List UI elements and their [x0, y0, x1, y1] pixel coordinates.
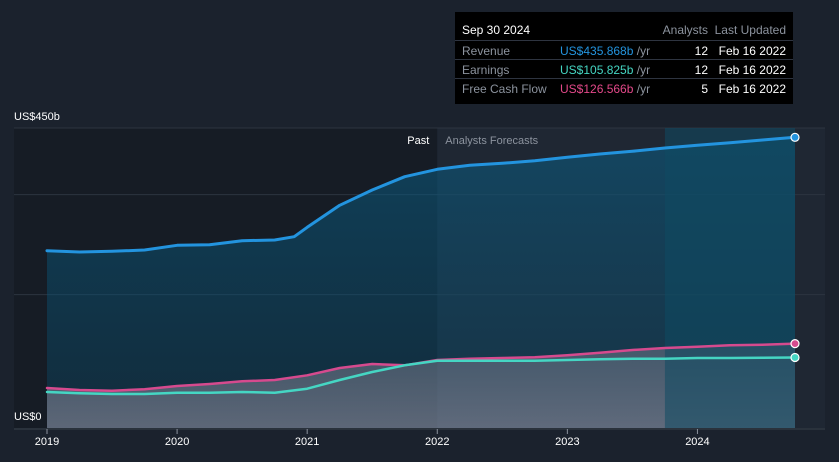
x-tick-label: 2022 [425, 436, 449, 448]
end-markers [790, 132, 800, 363]
tooltip-col-updated: Last Updated [714, 23, 786, 37]
tooltip-row-label: Free Cash Flow [462, 82, 547, 96]
tooltip-row-updated: Feb 16 2022 [718, 63, 786, 77]
area-fills [47, 137, 795, 429]
tooltip-row-label: Earnings [462, 63, 510, 77]
tooltip-date: Sep 30 2024 [462, 23, 531, 37]
tooltip-row-analysts: 12 [694, 63, 708, 77]
earnings-end-marker [790, 352, 800, 363]
x-tick-label: 2024 [685, 436, 709, 448]
tooltip-row-unit: /yr [636, 82, 651, 96]
revenue-line [45, 135, 797, 254]
free-cash-flow-end-marker [790, 339, 800, 349]
tooltip-row-unit: /yr [636, 44, 651, 58]
tooltip-row-fcf: Free Cash Flow US$126.566b /yr 5 Feb 16 … [455, 78, 793, 98]
tooltip-row-value: US$105.825b [560, 63, 634, 77]
cashflow-area [47, 343, 795, 428]
tooltip-row-analysts: 12 [694, 44, 708, 58]
y-axis-bottom-label: US$0 [14, 411, 42, 423]
tooltip-col-analysts: Analysts [662, 23, 708, 37]
tooltip-row-value: US$435.868b [560, 44, 634, 58]
tooltip-row-revenue: Revenue US$435.868b /yr 12 Feb 16 2022 [455, 40, 793, 60]
tooltip-row-value: US$126.566b [560, 82, 634, 96]
x-tick-label: 2021 [295, 436, 319, 448]
tooltip-row-label: Revenue [462, 44, 511, 58]
tooltip-row-updated: Feb 16 2022 [718, 44, 786, 58]
earnings-line [45, 356, 797, 396]
data-tooltip: Sep 30 2024 Analysts Last Updated Revenu… [455, 12, 793, 104]
y-axis-top-label: US$450b [14, 111, 60, 123]
x-axis: 2019 2020 2021 2022 2023 2024 [35, 429, 710, 448]
x-tick-label: 2019 [35, 436, 59, 448]
tooltip-row-updated: Feb 16 2022 [718, 82, 786, 96]
forecast-label: Analysts Forecasts [445, 135, 538, 147]
series-lines [45, 135, 797, 396]
revenue-end-marker [790, 132, 800, 142]
past-label: Past [407, 135, 429, 147]
x-tick-label: 2023 [555, 436, 579, 448]
tooltip-row-earnings: Earnings US$105.825b /yr 12 Feb 16 2022 [455, 59, 793, 79]
x-tick-label: 2020 [165, 436, 189, 448]
hover-highlight-band [664, 128, 795, 428]
tooltip-row-unit: /yr [636, 63, 651, 77]
tooltip-row-analysts: 5 [701, 82, 708, 96]
